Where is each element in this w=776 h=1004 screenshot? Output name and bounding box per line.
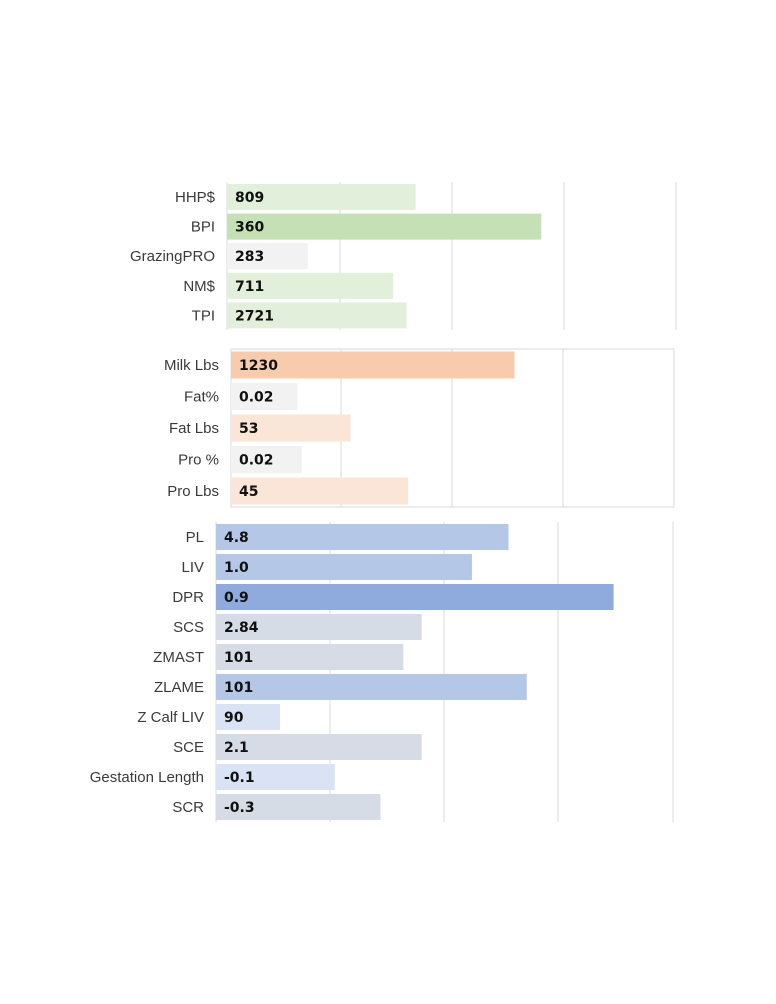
indexes-bar [227,302,407,329]
production-bar [231,351,515,379]
health-category-label: LIV [181,559,204,576]
health-category-label: DPR [172,589,204,606]
health-category-label: Z Calf LIV [137,709,204,726]
health-category-label: PL [186,529,204,546]
indexes-category-label: NM$ [183,278,215,295]
production-value-label: 0.02 [239,453,274,469]
health-bar [216,524,509,550]
indexes-value-label: 2721 [235,308,274,324]
health-bar [216,614,422,640]
indexes-bar [227,213,542,240]
health-bar [216,554,472,580]
indexes-bar [227,184,416,210]
health-value-label: 101 [224,680,253,696]
health-value-label: 0.9 [224,590,249,606]
production-category-label: Pro Lbs [167,483,219,500]
production-category-label: Pro % [178,452,219,469]
indexes-value-label: 283 [235,249,264,265]
indexes-category-label: BPI [191,219,215,236]
health-bar [216,644,404,670]
indexes-value-label: 711 [235,279,264,295]
indexes-value-label: 809 [235,190,264,206]
health-category-label: SCS [173,619,204,636]
health-value-label: 2.84 [224,620,259,636]
production-bar [231,446,302,473]
production-value-label: 0.02 [239,390,274,406]
health-bar [216,704,280,730]
health-value-label: -0.1 [224,770,255,786]
indexes-bar [227,272,394,299]
production-category-label: Fat Lbs [169,420,219,437]
health-bar [216,674,527,700]
health-category-label: SCE [173,739,204,756]
production-value-label: 1230 [239,358,278,374]
production-value-label: 53 [239,421,258,437]
health-value-label: 2.1 [224,740,249,756]
health-category-label: ZLAME [154,679,204,696]
health-category-label: ZMAST [153,649,204,666]
health-bar [216,764,335,790]
health-value-label: 90 [224,710,244,726]
production-bar [231,477,409,505]
health-category-label: Gestation Length [90,769,204,786]
indexes-category-label: TPI [192,307,215,324]
production-bar [231,414,351,442]
production-value-label: 45 [239,484,258,500]
health-value-label: -0.3 [224,800,255,816]
health-value-label: 4.8 [224,530,249,546]
indexes-category-label: HHP$ [175,189,216,206]
health-category-label: SCR [172,799,204,816]
indexes-value-label: 360 [235,220,264,236]
indexes-bar [227,243,308,270]
health-value-label: 101 [224,650,253,666]
health-value-label: 1.0 [224,560,249,576]
health-bar [216,734,422,760]
production-bar [231,383,298,410]
production-category-label: Fat% [184,389,219,406]
health-bar [216,794,381,820]
production-category-label: Milk Lbs [164,357,219,374]
health-bar [216,584,614,610]
indexes-category-label: GrazingPRO [130,248,215,265]
